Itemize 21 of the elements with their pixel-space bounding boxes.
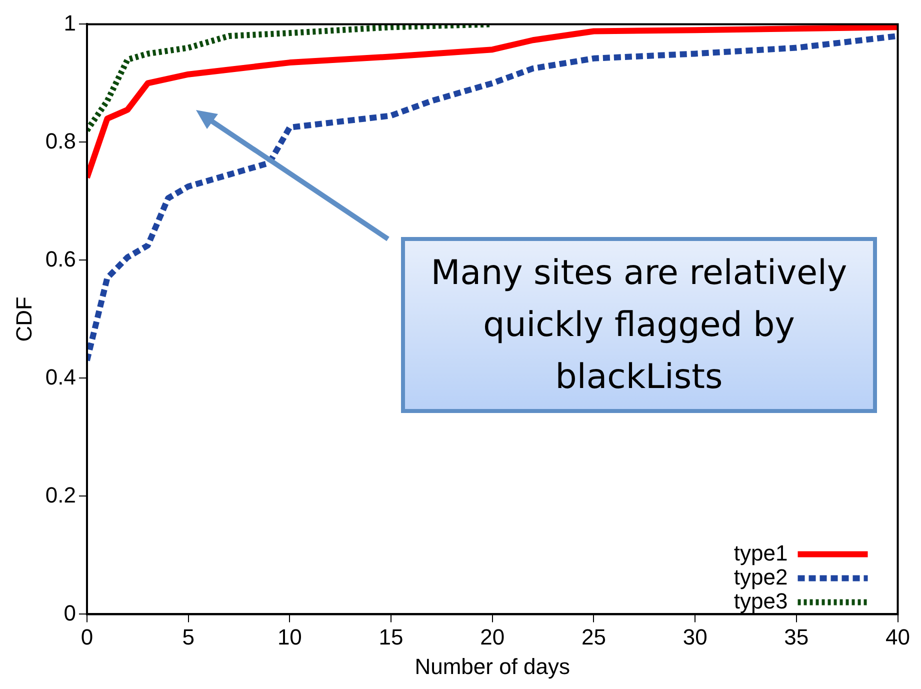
x-tick-label: 5	[182, 624, 194, 650]
annotation: Many sites are relatively quickly flagged by blackLists	[401, 237, 877, 413]
y-tick-label: 0.2	[45, 482, 76, 508]
x-tick-label: 10	[277, 624, 302, 650]
x-tick-label: 25	[581, 624, 606, 650]
y-tick-label: 0	[64, 600, 76, 626]
y-axis-title: CDF	[11, 296, 36, 342]
x-tick-label: 20	[480, 624, 505, 650]
y-tick-label: 0.6	[45, 246, 76, 272]
y-tick-label: 0.8	[45, 128, 76, 154]
x-axis-title: Number of days	[414, 654, 570, 679]
y-tick-label: 1	[64, 10, 76, 36]
x-tick-label: 30	[682, 624, 708, 650]
legend-label: type3	[734, 588, 788, 614]
x-tick-label: 35	[784, 624, 809, 650]
y-tick-label: 0.4	[45, 364, 76, 390]
x-tick-label: 40	[886, 624, 910, 650]
x-tick-label: 0	[80, 624, 94, 650]
x-tick-label: 15	[378, 624, 404, 650]
legend-label: type1	[734, 540, 788, 566]
legend-label: type2	[734, 564, 788, 590]
